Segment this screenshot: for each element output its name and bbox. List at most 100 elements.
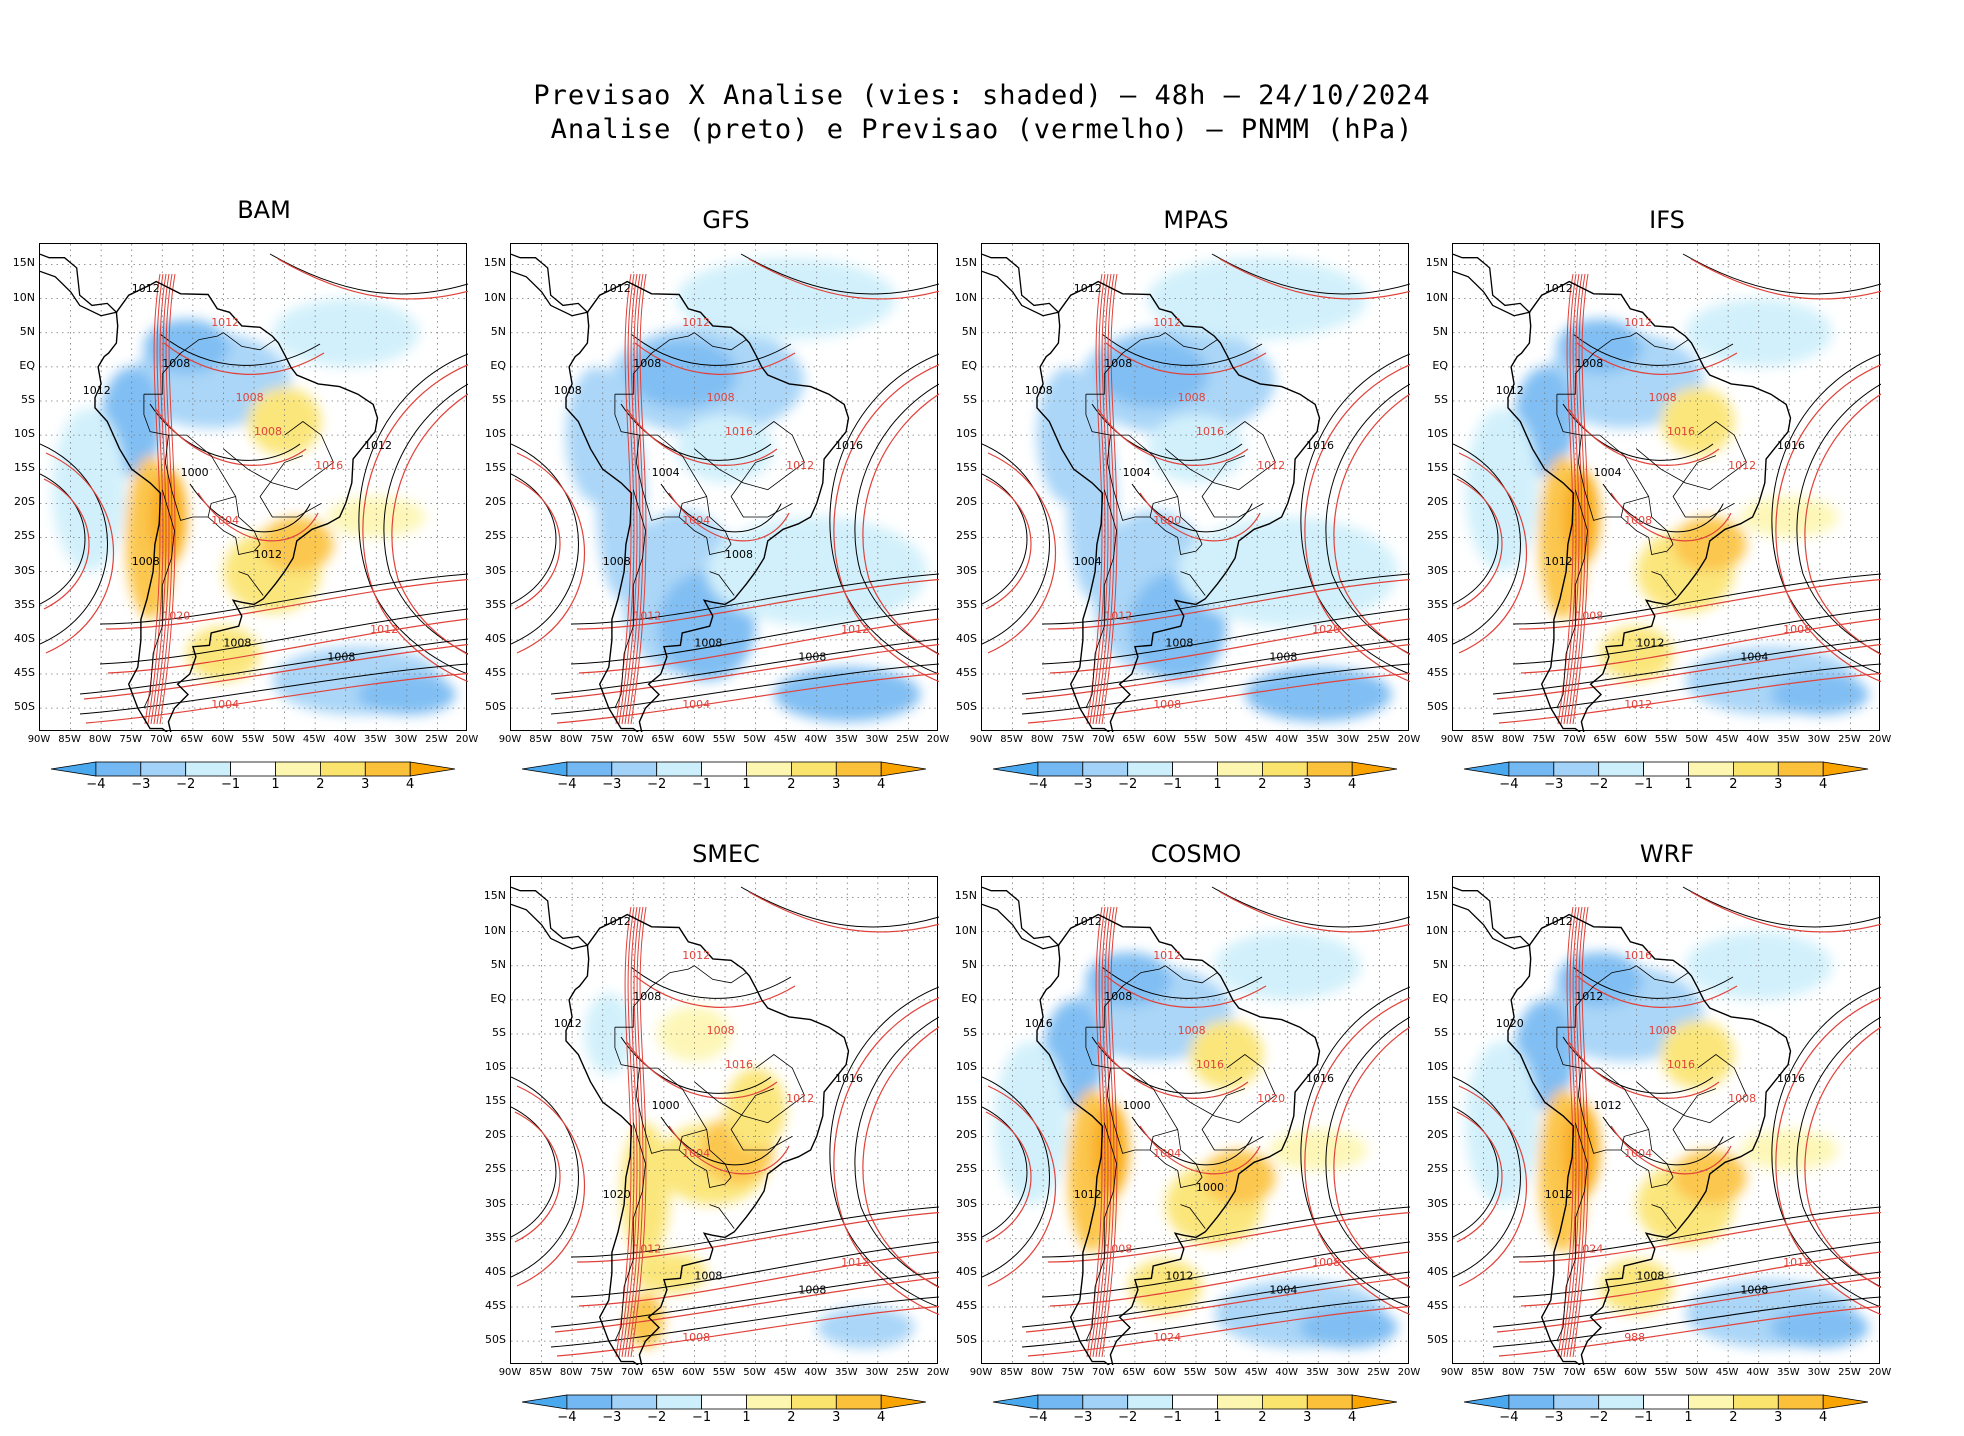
country-border: [709, 571, 735, 596]
isobar-forecast: [1027, 1305, 1410, 1357]
isobar-label: 1012: [841, 1256, 869, 1269]
isobar-forecast: [668, 1125, 790, 1175]
isobar-forecast-andes: [1557, 906, 1574, 1358]
colorbar-label: −1: [1634, 1410, 1654, 1425]
colorbar-svg: [1463, 761, 1869, 777]
isobar-label: 1004: [1624, 1147, 1652, 1160]
colorbar-cosmo: [992, 1394, 1398, 1413]
isobar-label: 1012: [1783, 1256, 1811, 1269]
isobar-label: 1020: [1496, 1017, 1524, 1030]
latitude-label: 10S: [14, 427, 35, 441]
country-border: [1201, 1088, 1264, 1151]
longitude-label: 30W: [1336, 1367, 1360, 1378]
colorbar-label: 3: [1774, 1410, 1783, 1425]
latitude-label: 15N: [1425, 256, 1448, 270]
latitude-label: EQ: [490, 991, 506, 1005]
longitude-label: 65W: [651, 1367, 675, 1378]
isobar-forecast-andes: [1095, 906, 1112, 1358]
isobar-analysis: [1101, 333, 1263, 366]
country-border: [1110, 434, 1203, 545]
isobar-label: 1004: [1740, 650, 1768, 663]
country-border: [1636, 421, 1747, 491]
latitude-label: EQ: [961, 991, 977, 1005]
longitude-label: 60W: [1624, 734, 1647, 745]
isobar-label: 1008: [223, 637, 251, 650]
colorbar-label: 2: [787, 1410, 796, 1425]
isobar-analysis: [1492, 1296, 1881, 1348]
colorbar-segment: [790, 761, 837, 777]
isobar-label: 1012: [1153, 316, 1181, 329]
country-border: [694, 1054, 805, 1124]
colorbar-label: −1: [1163, 1410, 1183, 1425]
longitude-label: 25W: [896, 1367, 919, 1378]
colorbar-segment: [835, 1394, 882, 1410]
isobar-analysis: [1211, 886, 1410, 928]
isobar-label: 1008: [327, 650, 355, 663]
isobar-analysis: [1796, 383, 1881, 655]
longitude-label: 80W: [1030, 1367, 1054, 1378]
longitude-label: 75W: [119, 734, 143, 745]
isobar-forecast: [1496, 1276, 1881, 1333]
colorbar-segment: [1508, 1394, 1555, 1410]
isobar-label: 1008: [1636, 1270, 1664, 1283]
colorbar-segment: [95, 761, 142, 777]
isobar-analysis: [829, 986, 939, 1308]
country-border: [1106, 1068, 1114, 1123]
latitude-label: 45S: [485, 1298, 506, 1312]
isobar-label: 1020: [162, 609, 190, 622]
isobar-forecast: [1610, 492, 1732, 542]
central-america-coastline: [1453, 886, 1531, 950]
bias-area: [1269, 1129, 1368, 1171]
latitude-label: 25S: [956, 1162, 977, 1176]
colorbar-label: 2: [1729, 1410, 1738, 1425]
isobar-analysis: [1512, 573, 1881, 625]
colorbar-label: 4: [1819, 777, 1828, 792]
isobar-label: 1020: [1312, 623, 1340, 636]
isobar-forecast: [45, 452, 115, 654]
latitude-label: 35S: [485, 1230, 506, 1244]
isobar-forecast: [1219, 258, 1410, 300]
isobar-analysis: [550, 1296, 939, 1348]
colorbar-label: −4: [557, 777, 577, 792]
colorbar-label: 1: [742, 1410, 751, 1425]
bias-area: [1037, 366, 1099, 504]
south-america-coastline: [1507, 280, 1792, 732]
isobar-label: 1008: [162, 357, 190, 370]
latitude-label: 35S: [1427, 597, 1448, 611]
isobar-analysis: [1041, 1241, 1410, 1298]
isobar-label: 1000: [652, 1099, 680, 1112]
isobar-analysis: [982, 1106, 1028, 1238]
isobar-label: 1012: [633, 609, 661, 622]
colorbar-segment: [1553, 1394, 1600, 1410]
latitude-label: 20S: [956, 1128, 977, 1142]
country-border: [1113, 1122, 1178, 1154]
isobars: [1453, 886, 1881, 1358]
central-america-coastline: [982, 886, 1060, 950]
latitude-label: 10N: [12, 290, 35, 304]
isobar-forecast: [1520, 1251, 1881, 1307]
longitude-label: 45W: [773, 1367, 797, 1378]
isobar-label: 1012: [1636, 637, 1664, 650]
isobar-analysis: [1572, 333, 1734, 366]
isobar-forecast: [1333, 393, 1410, 656]
map-svg-mpas: 1012 1012 1008 1008 1008 1016 1016 1012 1004 1000…: [982, 244, 1410, 732]
bias-area: [1740, 1129, 1839, 1171]
isobar-label: 1008: [1575, 609, 1603, 622]
colorbar-segment: [275, 761, 321, 777]
isobar-label: 1012: [1496, 384, 1524, 397]
latitude-label: 10N: [483, 923, 506, 937]
colorbar-segment: [1037, 761, 1084, 777]
country-border: [1085, 394, 1111, 436]
colorbar-segment: [521, 761, 568, 777]
longitude-label: 55W: [1183, 1367, 1207, 1378]
longitude-label: 25W: [425, 734, 448, 745]
country-border: [614, 1027, 640, 1069]
isobar-label: 1008: [554, 384, 582, 397]
isobar-analysis: [511, 473, 557, 605]
bias-area: [1770, 1306, 1869, 1348]
isobar-forecast: [83, 643, 468, 700]
bias-area: [1770, 673, 1869, 715]
latitude-label: 35S: [1427, 1230, 1448, 1244]
isobar-forecast-andes: [615, 273, 632, 725]
longitude-label: 50W: [272, 734, 295, 745]
